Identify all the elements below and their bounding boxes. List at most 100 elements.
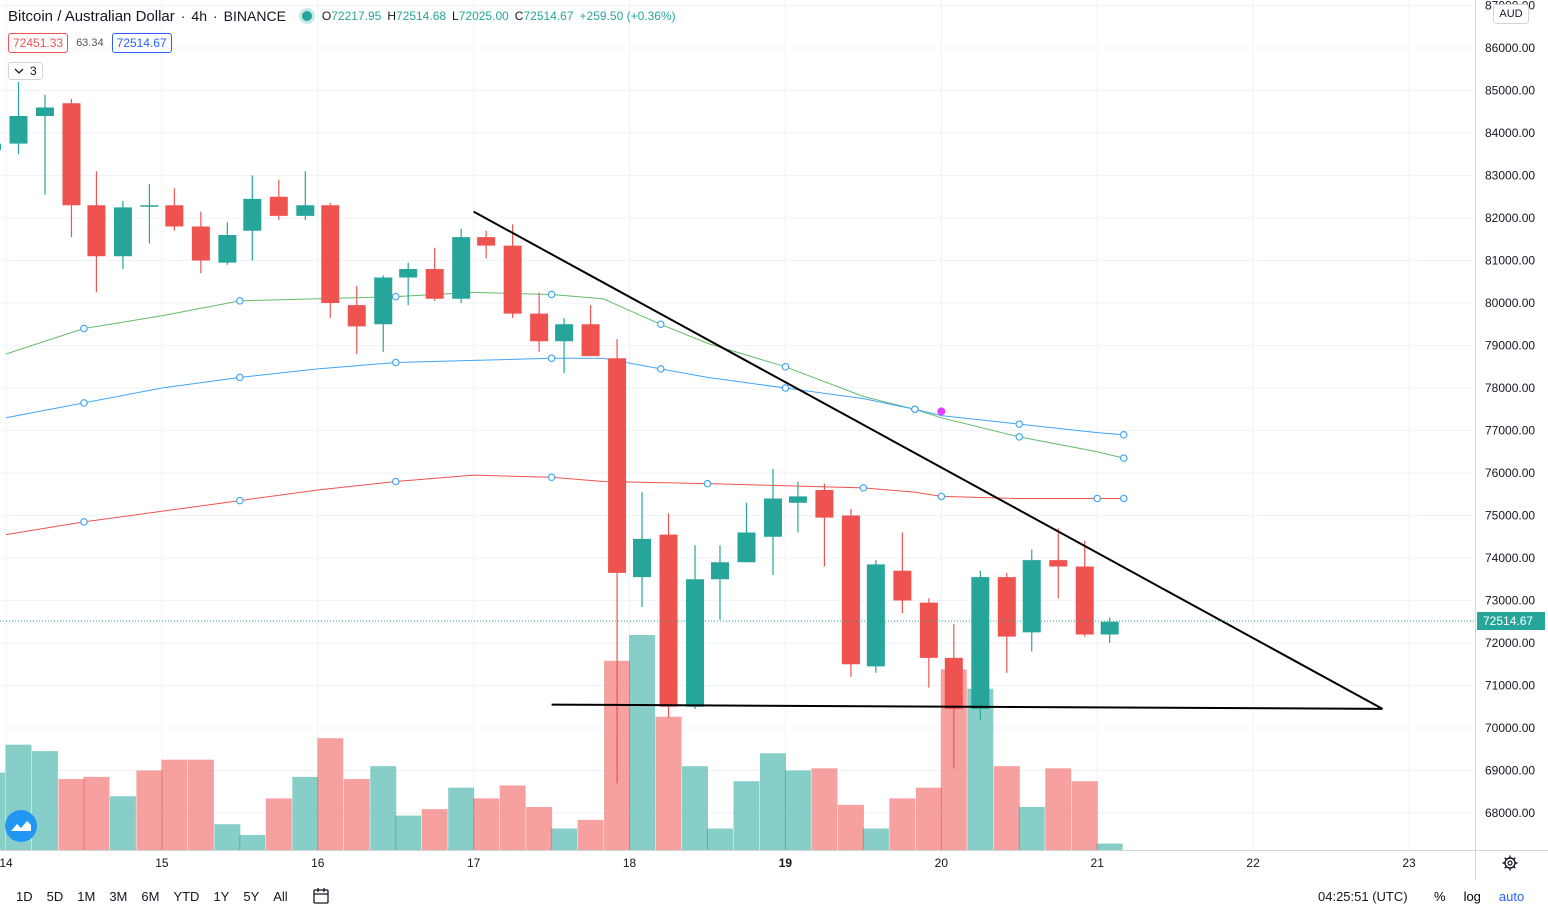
range-button-5y[interactable]: 5Y <box>243 888 260 904</box>
x-tick-label: 18 <box>623 856 637 870</box>
tradingview-logo-icon[interactable] <box>5 810 37 842</box>
y-tick-label: 76000.00 <box>1485 466 1535 480</box>
market-status-icon <box>301 11 312 21</box>
volume-bar <box>1018 807 1045 850</box>
sell-price-button[interactable]: 72451.33 <box>8 33 69 53</box>
spread-value: 63.34 <box>76 37 104 49</box>
volume-bar <box>265 798 292 850</box>
indicator-count: 3 <box>30 64 37 78</box>
ma-anchor-point <box>859 484 868 492</box>
ohlc-open: O72217.95 <box>321 9 382 23</box>
x-tick-label: 19 <box>779 856 793 870</box>
candle-body <box>763 498 782 537</box>
candle-body <box>140 205 159 207</box>
range-button-1y[interactable]: 1Y <box>213 888 230 904</box>
interval-label[interactable]: 4h <box>191 8 207 24</box>
y-tick-label: 75000.00 <box>1485 509 1535 523</box>
candle-body <box>425 269 444 299</box>
symbol-title[interactable]: Bitcoin / Australian Dollar <box>8 7 175 25</box>
range-button-5d[interactable]: 5D <box>46 888 64 904</box>
range-button-1m[interactable]: 1M <box>77 888 96 904</box>
volume-bar <box>58 779 85 850</box>
candle-body <box>399 269 418 278</box>
volume-bar <box>837 804 864 850</box>
range-button-6m[interactable]: 6M <box>141 888 160 904</box>
trendline <box>473 210 1383 710</box>
y-tick-label: 80000.00 <box>1485 296 1535 310</box>
ma-anchor-point <box>547 473 556 482</box>
volume-bar <box>499 785 526 850</box>
candle-body <box>815 490 834 518</box>
volume-bar <box>370 766 397 850</box>
x-tick-label: 17 <box>467 856 481 870</box>
log-scale-toggle[interactable]: log <box>1463 889 1481 904</box>
y-tick-label: 72000.00 <box>1485 636 1535 650</box>
buy-price-button[interactable]: 72514.67 <box>111 33 172 53</box>
axes: 68000.00 69000.00 70000.00 71000.00 72000.00… <box>0 0 1548 880</box>
bottom-toolbar: 1D 5D 1M 3M 6M YTD 1Y 5Y All <box>0 880 1548 912</box>
candle-body <box>269 196 288 216</box>
ma-anchor-point <box>656 320 665 329</box>
candle-body <box>477 237 496 246</box>
volume-bar <box>239 834 266 850</box>
candle-body <box>633 538 652 578</box>
x-tick-label: 20 <box>935 856 949 870</box>
ma-anchor-point <box>703 479 712 488</box>
range-button-1d[interactable]: 1D <box>16 888 33 904</box>
volume-bars <box>0 635 1123 850</box>
candle-body <box>737 532 756 563</box>
candle-body <box>971 577 990 709</box>
percent-scale-toggle[interactable]: % <box>1434 889 1446 904</box>
candle-body <box>0 143 1 150</box>
ma-anchor-point <box>1119 454 1128 462</box>
candle-body <box>9 116 28 144</box>
candle-body <box>87 205 106 257</box>
settings-gear-icon[interactable] <box>1502 855 1518 871</box>
trendlines <box>0 210 1475 710</box>
indicators-toggle[interactable]: 3 <box>8 62 43 80</box>
y-tick-label: 78000.00 <box>1485 381 1535 395</box>
y-tick-label: 73000.00 <box>1485 594 1535 608</box>
candle-body <box>581 324 600 357</box>
range-button-all[interactable]: All <box>273 888 288 904</box>
volume-bar <box>1071 781 1098 850</box>
moving-averages <box>5 290 1128 536</box>
ma-anchor-point <box>80 324 88 333</box>
candle-body <box>374 277 393 325</box>
ohlc-low: L72025.00 <box>452 9 509 23</box>
pink-marker-point <box>937 407 946 416</box>
volume-bar <box>1096 843 1123 850</box>
ma-anchor-point <box>236 297 244 305</box>
candle-body <box>530 313 549 342</box>
range-button-3m[interactable]: 3M <box>109 888 128 904</box>
volume-bar <box>682 766 709 850</box>
range-button-ytd[interactable]: YTD <box>173 888 200 904</box>
scale-options: % log auto <box>1434 889 1524 904</box>
ma-anchor-point <box>1119 494 1128 503</box>
candle-body <box>243 198 262 231</box>
last-price-label: 72514.67 <box>1477 612 1545 630</box>
chart-header: Bitcoin / Australian Dollar · 4h · BINAN… <box>8 7 676 25</box>
y-tick-label: 83000.00 <box>1485 169 1535 183</box>
ma-anchor-point <box>656 365 665 373</box>
candle-body <box>1100 621 1119 635</box>
currency-badge[interactable]: AUD <box>1493 4 1529 24</box>
candle-body <box>788 496 807 503</box>
candlesticks <box>0 82 1119 784</box>
volume-bar <box>292 776 319 850</box>
candle-body <box>893 570 912 601</box>
utc-clock[interactable]: 04:25:51 (UTC) <box>1318 889 1408 904</box>
trendline <box>551 703 1383 710</box>
candle-body <box>944 657 963 709</box>
volume-bar <box>317 738 344 850</box>
auto-scale-toggle[interactable]: auto <box>1498 889 1525 904</box>
candle-body <box>347 305 366 327</box>
volume-bar <box>706 828 733 850</box>
candle-body <box>686 579 705 707</box>
y-tick-label: 82000.00 <box>1485 211 1535 225</box>
volume-bar <box>655 716 682 850</box>
moving-average-line <box>5 357 1124 436</box>
volume-bar <box>551 828 578 850</box>
goto-date-icon[interactable] <box>312 887 330 905</box>
price-chart[interactable]: 68000.00 69000.00 70000.00 71000.00 72000.00… <box>0 0 1548 880</box>
